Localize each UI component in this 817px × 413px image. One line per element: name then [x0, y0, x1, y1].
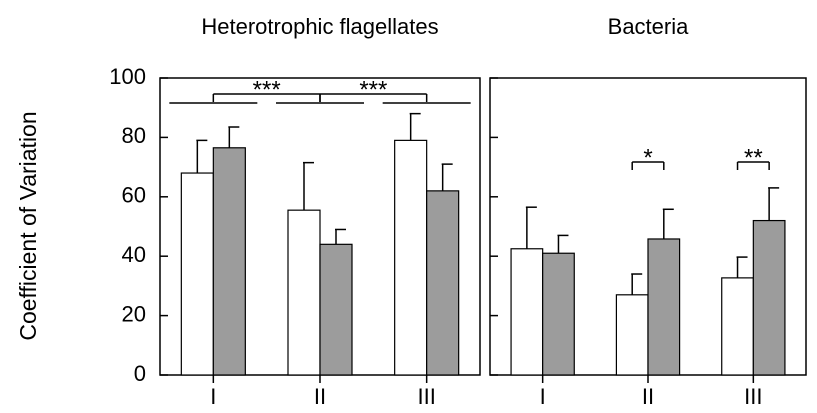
y-tick-label: 80 [122, 123, 146, 148]
bar [212, 147, 246, 376]
y-tick-label: 60 [122, 183, 146, 208]
x-tick-label: II [642, 384, 654, 409]
x-tick-label: I [210, 384, 216, 409]
bar [394, 139, 428, 376]
x-tick-label: II [314, 384, 326, 409]
y-tick-label: 100 [109, 64, 146, 89]
bar [721, 277, 754, 376]
x-tick-label: III [417, 384, 435, 409]
bar [647, 238, 681, 376]
significance-label: ** [744, 144, 763, 171]
panel-title: Bacteria [608, 14, 689, 39]
bar [542, 252, 575, 376]
significance-label: * [643, 144, 652, 171]
bar [180, 172, 214, 376]
bar [426, 190, 460, 376]
bar [752, 219, 786, 376]
y-tick-label: 0 [134, 361, 146, 386]
bar [510, 248, 544, 376]
bar [615, 294, 649, 376]
significance-label: *** [359, 76, 387, 103]
bar [319, 243, 353, 376]
y-tick-label: 20 [122, 301, 146, 326]
panel-title: Heterotrophic flagellates [201, 14, 438, 39]
x-tick-label: III [744, 384, 762, 409]
bar [287, 209, 321, 376]
y-axis-label: Coefficient of Variation [15, 111, 41, 340]
y-tick-label: 40 [122, 242, 146, 267]
significance-label: *** [253, 76, 281, 103]
x-tick-label: I [540, 384, 546, 409]
